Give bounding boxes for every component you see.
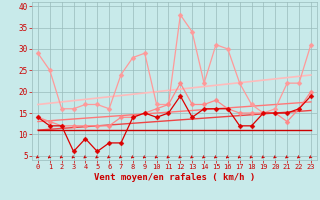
X-axis label: Vent moyen/en rafales ( km/h ): Vent moyen/en rafales ( km/h )	[94, 173, 255, 182]
